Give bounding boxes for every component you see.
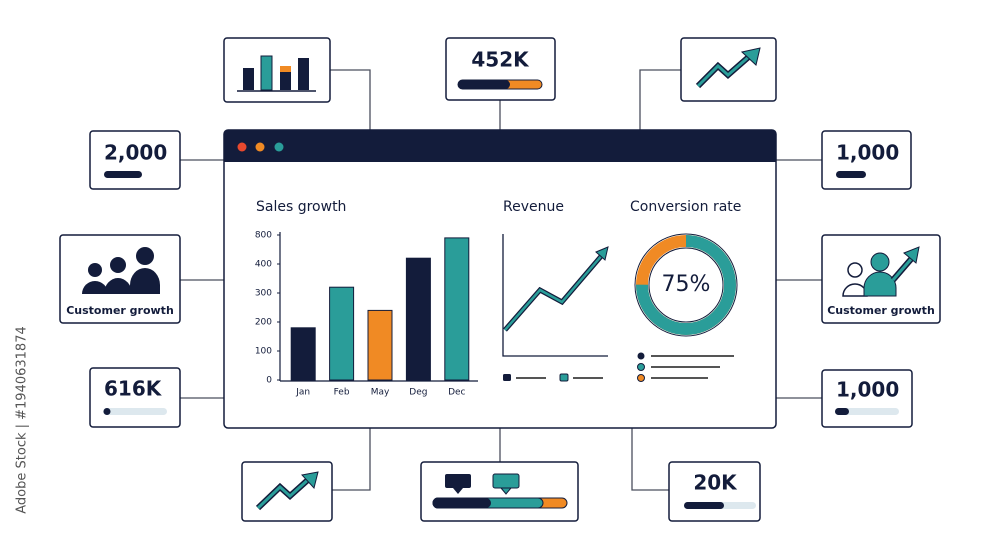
y-tick-label: 200 bbox=[255, 318, 272, 328]
conversion-legend bbox=[637, 352, 734, 382]
bar bbox=[329, 286, 355, 381]
x-tick-label: Feb bbox=[334, 388, 350, 398]
card-right-kpi-bottom: 1,000 bbox=[821, 369, 913, 428]
sales-chart: 0 100 200 300 400 800 Jan Feb May Deg Dec bbox=[255, 231, 470, 398]
bar bbox=[290, 327, 316, 381]
card-trend-top bbox=[680, 37, 777, 102]
x-tick-label: Jan bbox=[295, 388, 310, 398]
card-left-kpi-bottom: 616K bbox=[89, 367, 181, 428]
donut-arc bbox=[636, 235, 736, 335]
x-tick-label: May bbox=[371, 388, 390, 398]
sales-title: Sales growth bbox=[256, 199, 346, 215]
y-tick-label: 400 bbox=[255, 260, 272, 270]
kpi-value: 616K bbox=[104, 377, 163, 401]
x-tick-label: Deg bbox=[409, 388, 427, 398]
card-left-kpi-top: 2,000 bbox=[89, 130, 181, 190]
conversion-label: 75% bbox=[662, 272, 711, 297]
watermark: Adobe Stock | #1940631874 bbox=[15, 326, 30, 513]
card-trend-bottom bbox=[241, 461, 333, 522]
donut-outline-inner bbox=[648, 247, 724, 323]
kpi-value: 452K bbox=[471, 48, 530, 72]
card-right-customer: Customer growth bbox=[821, 234, 941, 324]
y-tick-label: 100 bbox=[255, 347, 272, 357]
conversion-donut bbox=[634, 233, 738, 337]
revenue-title: Revenue bbox=[503, 199, 564, 215]
card-bottom-kpi: 20K bbox=[668, 461, 761, 522]
card-right-kpi-top: 1,000 bbox=[821, 130, 912, 190]
revenue-chart bbox=[502, 234, 609, 382]
card-left-customer: Customer growth bbox=[59, 234, 181, 324]
bar bbox=[367, 309, 393, 381]
donut-outline-outer bbox=[634, 233, 738, 337]
kpi-value: 20K bbox=[693, 471, 738, 495]
dashboard-window bbox=[223, 129, 777, 429]
kpi-value: 1,000 bbox=[836, 141, 899, 165]
kpi-value: 1,000 bbox=[836, 378, 899, 402]
conversion-title: Conversion rate bbox=[630, 199, 741, 215]
card-label: Customer growth bbox=[66, 304, 174, 317]
y-tick-label: 300 bbox=[255, 289, 272, 299]
bar bbox=[444, 237, 470, 381]
y-tick-label: 0 bbox=[266, 376, 272, 386]
bar bbox=[405, 257, 431, 381]
y-tick-label: 800 bbox=[255, 231, 272, 241]
card-top-kpi: 452K bbox=[445, 37, 556, 101]
connectors bbox=[180, 69, 822, 491]
x-tick-label: Dec bbox=[448, 388, 465, 398]
card-bar-icon bbox=[223, 37, 331, 103]
card-slider bbox=[420, 461, 579, 522]
card-label: Customer growth bbox=[827, 304, 935, 317]
kpi-value: 2,000 bbox=[104, 141, 167, 165]
